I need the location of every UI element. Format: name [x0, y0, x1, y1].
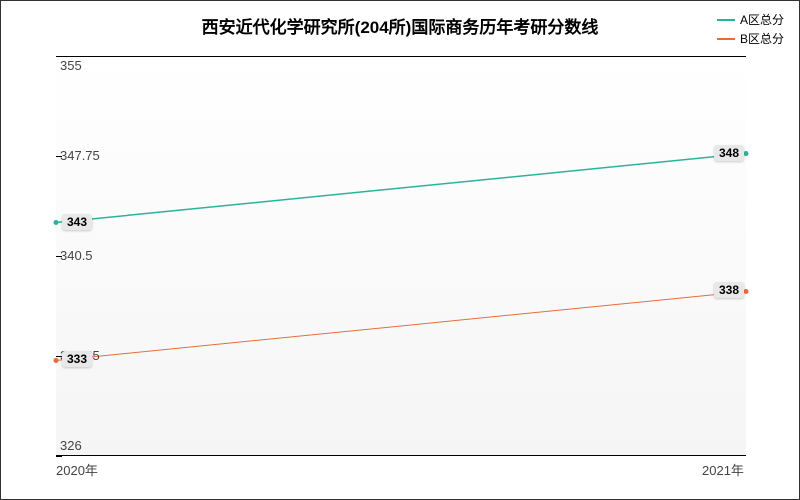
x-tick-label: 2020年 [56, 460, 98, 479]
legend-item-a: A区总分 [717, 11, 784, 28]
legend: A区总分 B区总分 [717, 11, 784, 49]
y-tick-label: 340.5 [60, 248, 93, 263]
y-tick-label: 326 [60, 438, 82, 453]
legend-label-a: A区总分 [740, 11, 784, 28]
y-tick [56, 456, 62, 457]
data-point [54, 358, 59, 363]
y-tick-label: 355 [60, 58, 82, 73]
line-series-b [56, 291, 746, 360]
legend-label-b: B区总分 [740, 30, 784, 47]
legend-item-b: B区总分 [717, 30, 784, 47]
data-point-label: 343 [62, 214, 92, 230]
chart-title: 西安近代化学研究所(204所)国际商务历年考研分数线 [202, 13, 599, 38]
line-series-a [56, 154, 746, 223]
legend-swatch-b [717, 38, 735, 40]
y-tick-label: 347.75 [60, 148, 100, 163]
data-point [744, 289, 749, 294]
y-tick [56, 56, 62, 57]
data-point-label: 333 [62, 351, 92, 367]
data-point-label: 338 [714, 282, 744, 298]
data-point [54, 220, 59, 225]
plot-area [56, 56, 746, 456]
data-point-label: 348 [714, 145, 744, 161]
legend-swatch-a [717, 19, 735, 21]
x-tick-label: 2021年 [702, 460, 744, 479]
chart-container: 西安近代化学研究所(204所)国际商务历年考研分数线 A区总分 B区总分 326… [0, 0, 800, 500]
line-series-svg [56, 57, 746, 457]
data-point [744, 151, 749, 156]
